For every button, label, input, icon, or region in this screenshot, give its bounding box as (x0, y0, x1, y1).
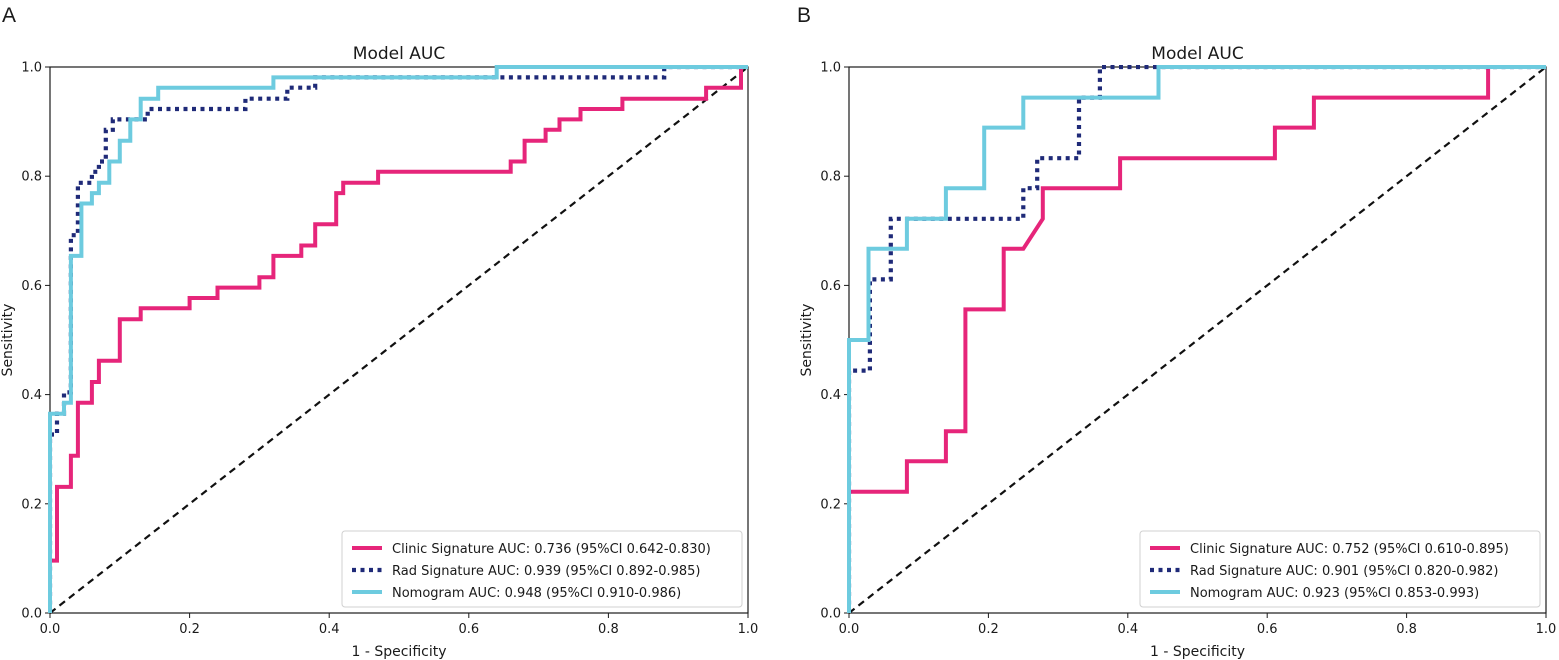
legend-entry: Clinic Signature AUC: 0.752 (95%CI 0.610… (1190, 542, 1509, 557)
y-tick-label: 0.8 (21, 170, 42, 185)
legend-entry: Nomogram AUC: 0.948 (95%CI 0.910-0.986) (392, 586, 681, 601)
x-tick-label: 0.8 (1396, 622, 1417, 637)
panel-label-b: B (797, 4, 811, 27)
x-tick-label: 1.0 (1536, 622, 1557, 637)
roc-curve-nomogram (847, 65, 1546, 613)
x-tick-label: 0.8 (598, 622, 619, 637)
x-tick-label: 1.0 (738, 622, 759, 637)
roc-chart-a: Model AUC 0.0 0.2 0.4 0.6 0.8 1.0 0.0 0.2 0.4 0.6 0… (0, 44, 758, 660)
roc-curve-rad (48, 65, 748, 613)
roc-curve-clinic (48, 67, 743, 613)
x-tick-label: 0.6 (1257, 622, 1278, 637)
y-axis-label: Sensitivity (799, 304, 815, 377)
x-tick-label: 0.2 (179, 622, 200, 637)
legend: Clinic Signature AUC: 0.736 (95%CI 0.642… (341, 530, 743, 608)
y-tick-label: 0.0 (21, 607, 42, 622)
y-tick-label: 0.4 (21, 388, 42, 403)
y-tick-label: 1.0 (820, 61, 841, 76)
reference-diagonal (848, 66, 1547, 614)
x-tick-label: 0.0 (40, 622, 61, 637)
legend: Clinic Signature AUC: 0.752 (95%CI 0.610… (1139, 530, 1541, 608)
x-tick-label: 0.0 (839, 622, 860, 637)
panel-label-a: A (2, 4, 16, 27)
chart-title: Model AUC (1151, 44, 1243, 64)
y-axis-label: Sensitivity (0, 304, 16, 377)
y-tick-label: 0.6 (21, 279, 42, 294)
y-tick-label: 0.6 (820, 279, 841, 294)
y-tick-label: 0.0 (820, 607, 841, 622)
x-tick-label: 0.4 (319, 622, 340, 637)
y-tick-label: 0.2 (21, 497, 42, 512)
y-tick-label: 1.0 (21, 61, 42, 76)
legend-entry: Nomogram AUC: 0.923 (95%CI 0.853-0.993) (1190, 586, 1479, 601)
x-tick-label: 0.4 (1117, 622, 1138, 637)
x-axis-label: 1 - Specificity (351, 644, 446, 660)
x-tick-label: 0.6 (458, 622, 479, 637)
plot-frame (49, 66, 749, 614)
legend-entry: Rad Signature AUC: 0.939 (95%CI 0.892-0.… (392, 564, 701, 579)
plot-area (48, 65, 749, 614)
y-tick-label: 0.8 (820, 170, 841, 185)
x-axis-label: 1 - Specificity (1150, 644, 1245, 660)
roc-curve-clinic (847, 67, 1491, 613)
roc-curve-nomogram (48, 65, 748, 613)
plot-area (847, 65, 1547, 614)
legend-entry: Rad Signature AUC: 0.901 (95%CI 0.820-0.… (1190, 564, 1499, 579)
y-tick-label: 0.4 (820, 388, 841, 403)
reference-diagonal (49, 66, 749, 614)
chart-title: Model AUC (353, 44, 445, 64)
y-tick-label: 0.2 (820, 497, 841, 512)
x-tick-label: 0.2 (978, 622, 999, 637)
legend-box (1139, 530, 1541, 608)
legend-entry: Clinic Signature AUC: 0.736 (95%CI 0.642… (392, 542, 711, 557)
legend-box (341, 530, 743, 608)
roc-chart-b: Model AUC 0.0 0.2 0.4 0.6 0.8 1.0 0.0 0.2 0.4 0.6 0… (799, 44, 1556, 660)
